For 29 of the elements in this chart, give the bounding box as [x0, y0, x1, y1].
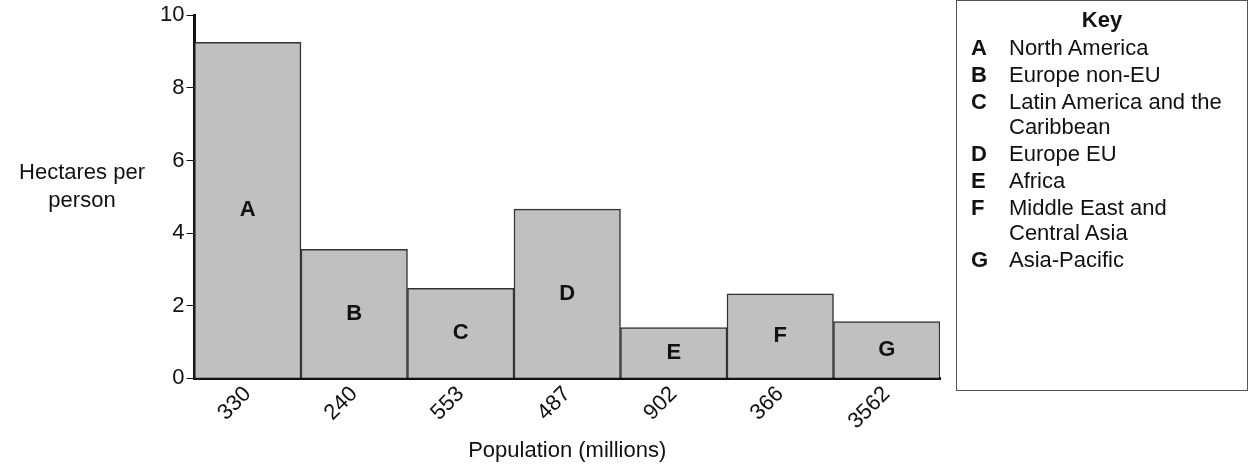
text: E Africa — [971, 168, 1066, 193]
data-label: G — [878, 336, 896, 362]
y-tick-label: 2 — [172, 291, 185, 317]
y-tick-label: 0 — [172, 364, 185, 390]
legend-title: Key — [1080, 7, 1124, 33]
data-label: E — [666, 338, 682, 364]
text: C Latin America and the Caribbean — [971, 89, 1223, 139]
y-tick-label: 4 — [172, 219, 185, 245]
data-label: B — [346, 299, 363, 325]
text: B Europe non-EU — [971, 62, 1161, 87]
x-tick-label: 553 — [424, 380, 469, 425]
data-label: A — [239, 196, 256, 222]
y-tick-label: 8 — [172, 73, 185, 99]
x-tick-label: 487 — [531, 380, 576, 425]
x-tick-label: 240 — [318, 380, 363, 425]
x-tick-label: 902 — [637, 380, 682, 425]
text: G Asia-Pacific — [971, 247, 1124, 272]
data-label: F — [773, 322, 787, 348]
data-label: D — [559, 279, 576, 305]
y-tick-label: 6 — [172, 146, 185, 172]
x-axis-title: Population (millions) — [468, 436, 667, 462]
text: A North America — [971, 35, 1149, 60]
x-tick-label: 366 — [744, 380, 789, 425]
text: F Middle East and Central Asia — [971, 195, 1168, 245]
y-tick-label: 10 — [159, 1, 185, 27]
y-axis-title: Hectares per person — [18, 158, 146, 214]
x-tick-label: 330 — [211, 380, 256, 425]
text: D Europe EU — [971, 141, 1117, 166]
data-label: C — [452, 319, 469, 345]
